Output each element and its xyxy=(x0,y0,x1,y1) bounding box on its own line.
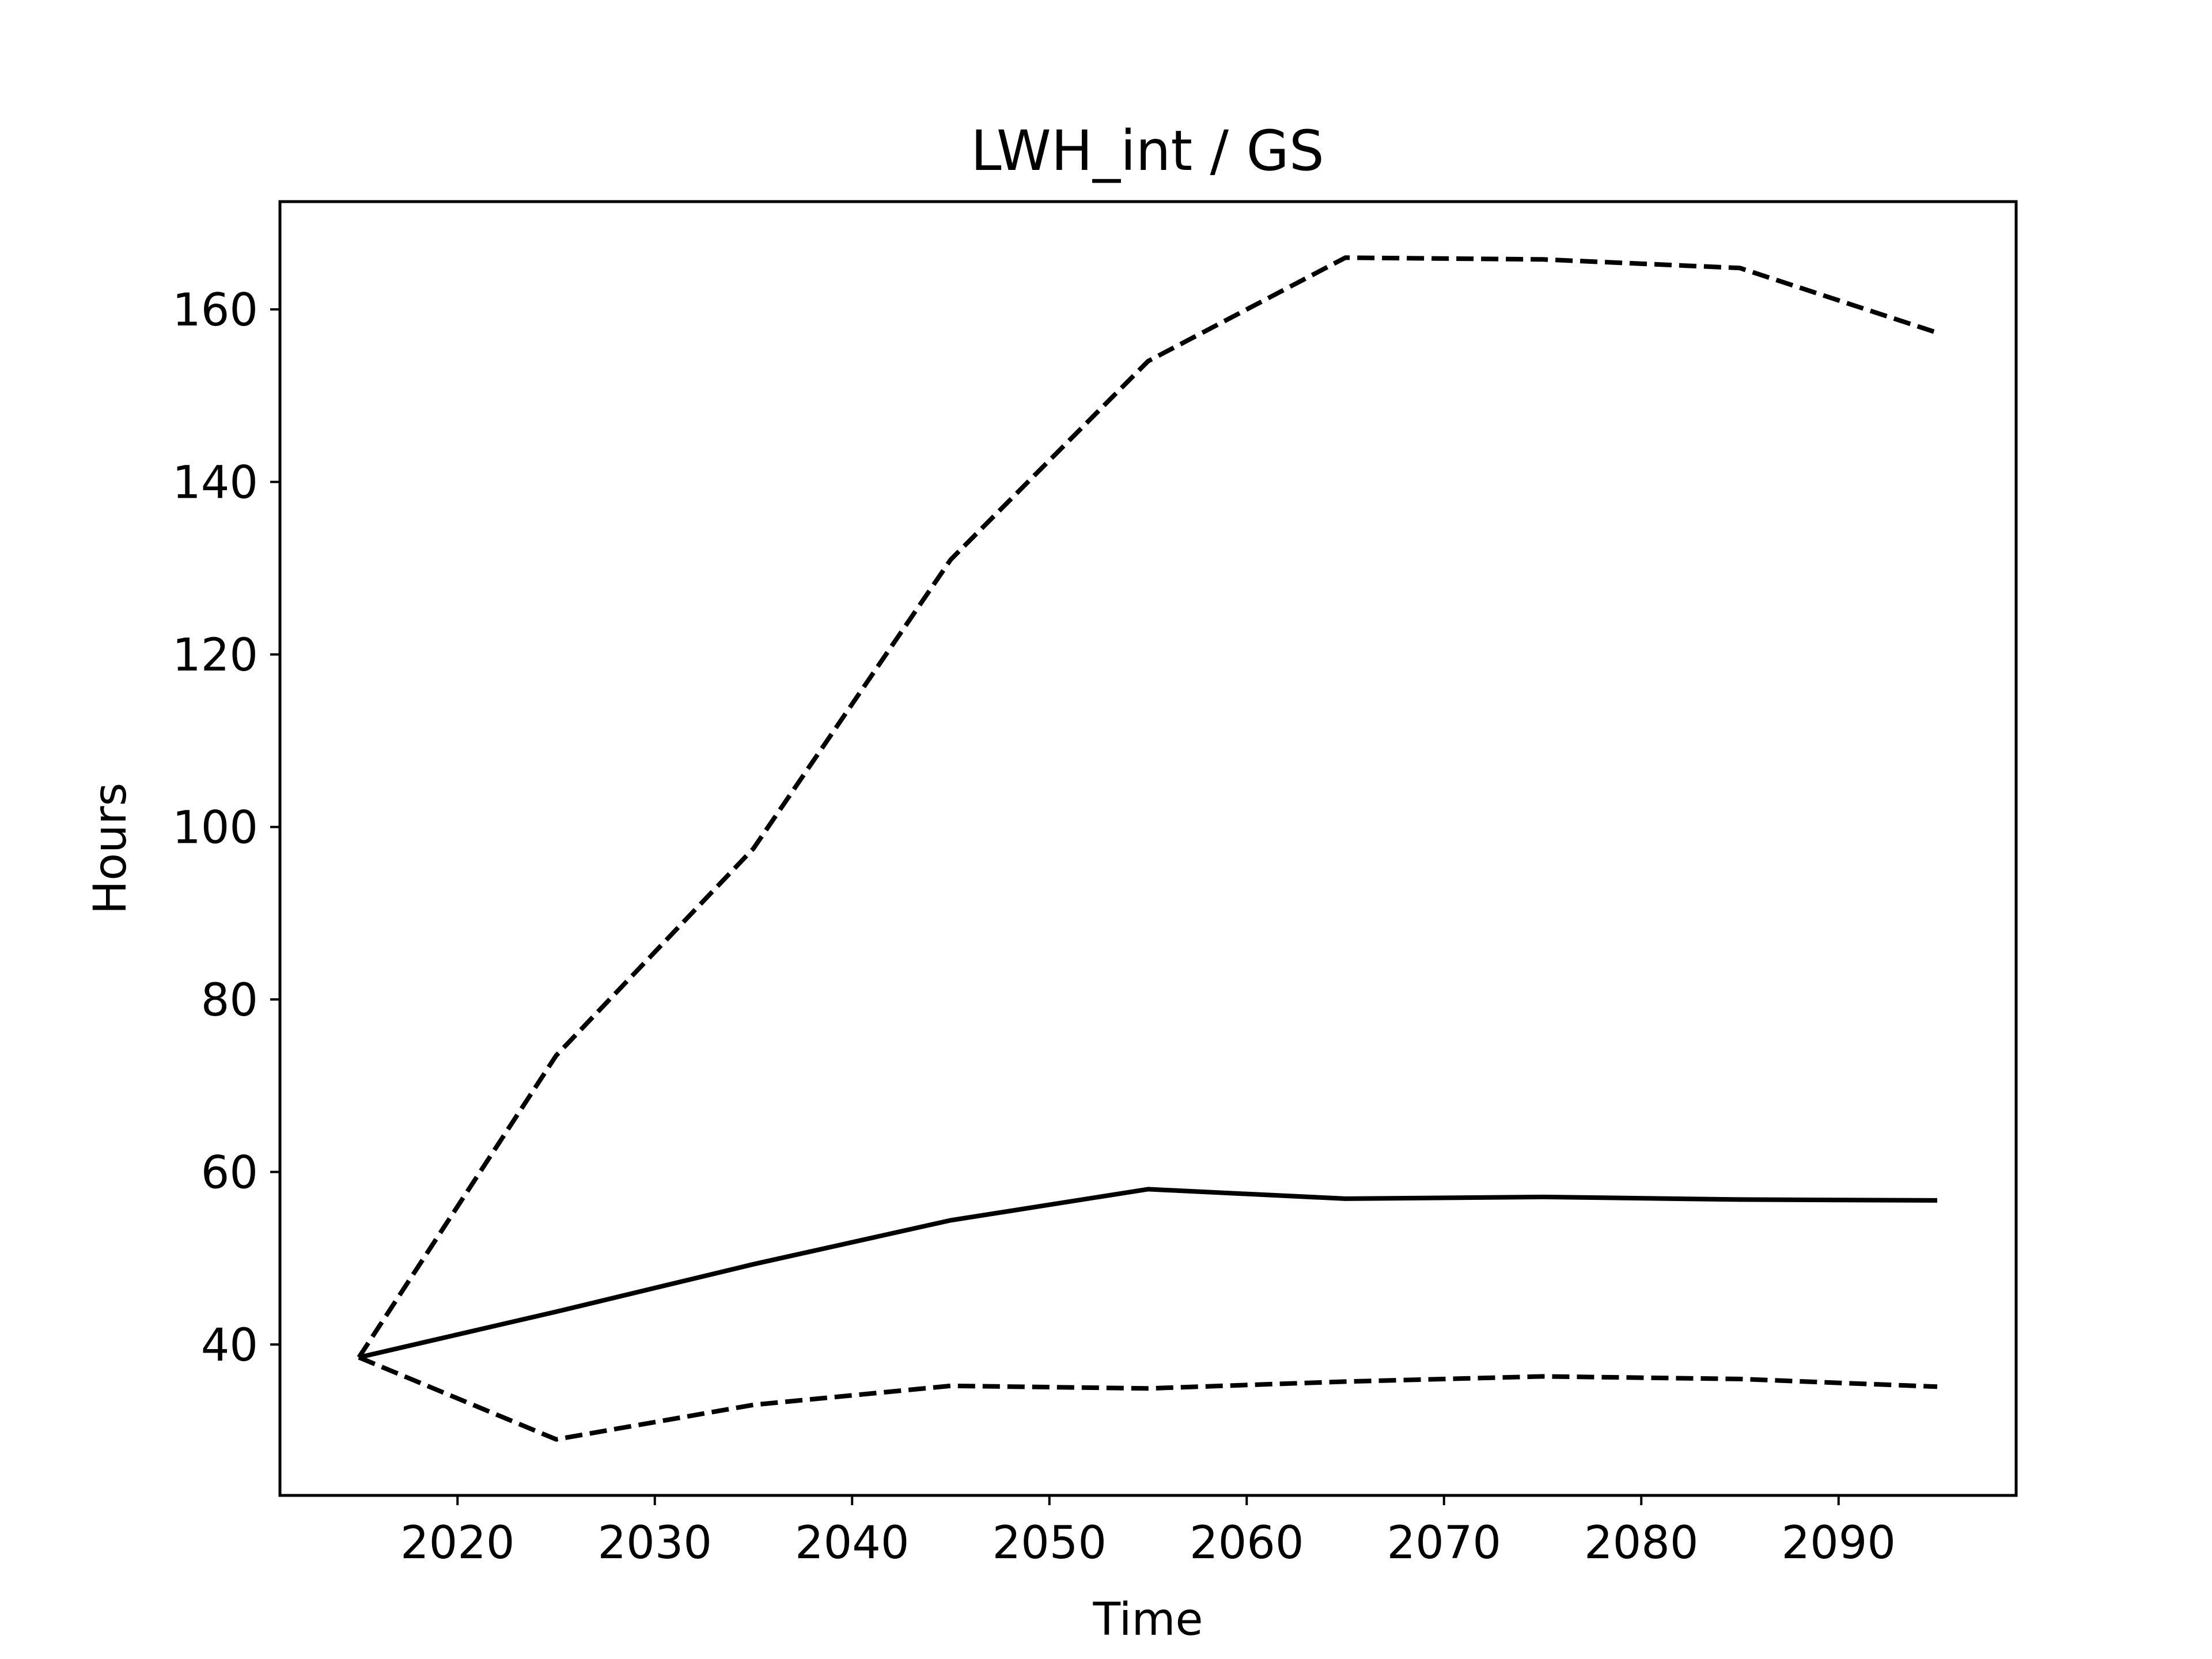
dashed-series-line-2 xyxy=(358,1355,1938,1442)
y-tick-label: 160 xyxy=(172,285,258,336)
solid-series-line-0 xyxy=(358,1187,1938,1360)
y-tick-label: 100 xyxy=(172,802,258,854)
y-axis-ticks: 40 60 80 100 120 140 160 xyxy=(172,285,280,1372)
x-tick-label: 2030 xyxy=(597,1517,712,1569)
y-tick-label: 120 xyxy=(172,630,258,681)
chart-title: LWH_int / GS xyxy=(971,119,1324,183)
x-tick-label: 2080 xyxy=(1584,1517,1699,1569)
plot-frame xyxy=(278,200,2018,1497)
y-tick-label: 80 xyxy=(201,975,258,1027)
x-tick-label: 2070 xyxy=(1387,1517,1501,1569)
x-tick-label: 2020 xyxy=(400,1517,515,1569)
x-tick-label: 2060 xyxy=(1190,1517,1304,1569)
x-tick-label: 2090 xyxy=(1781,1517,1896,1569)
x-tick-label: 2040 xyxy=(795,1517,910,1569)
x-axis-ticks: 2020 2030 2040 2050 2060 2070 2080 2090 xyxy=(400,1495,1896,1569)
y-tick-label: 40 xyxy=(201,1320,258,1372)
y-tick-label: 60 xyxy=(201,1147,258,1199)
y-tick-label: 140 xyxy=(172,457,258,509)
dashed-series-line-1 xyxy=(357,255,1938,1359)
series-group xyxy=(357,255,1938,1442)
x-tick-label: 2050 xyxy=(992,1517,1107,1569)
x-axis-label: Time xyxy=(1093,1594,1203,1646)
y-axis-label: Hours xyxy=(85,783,137,915)
